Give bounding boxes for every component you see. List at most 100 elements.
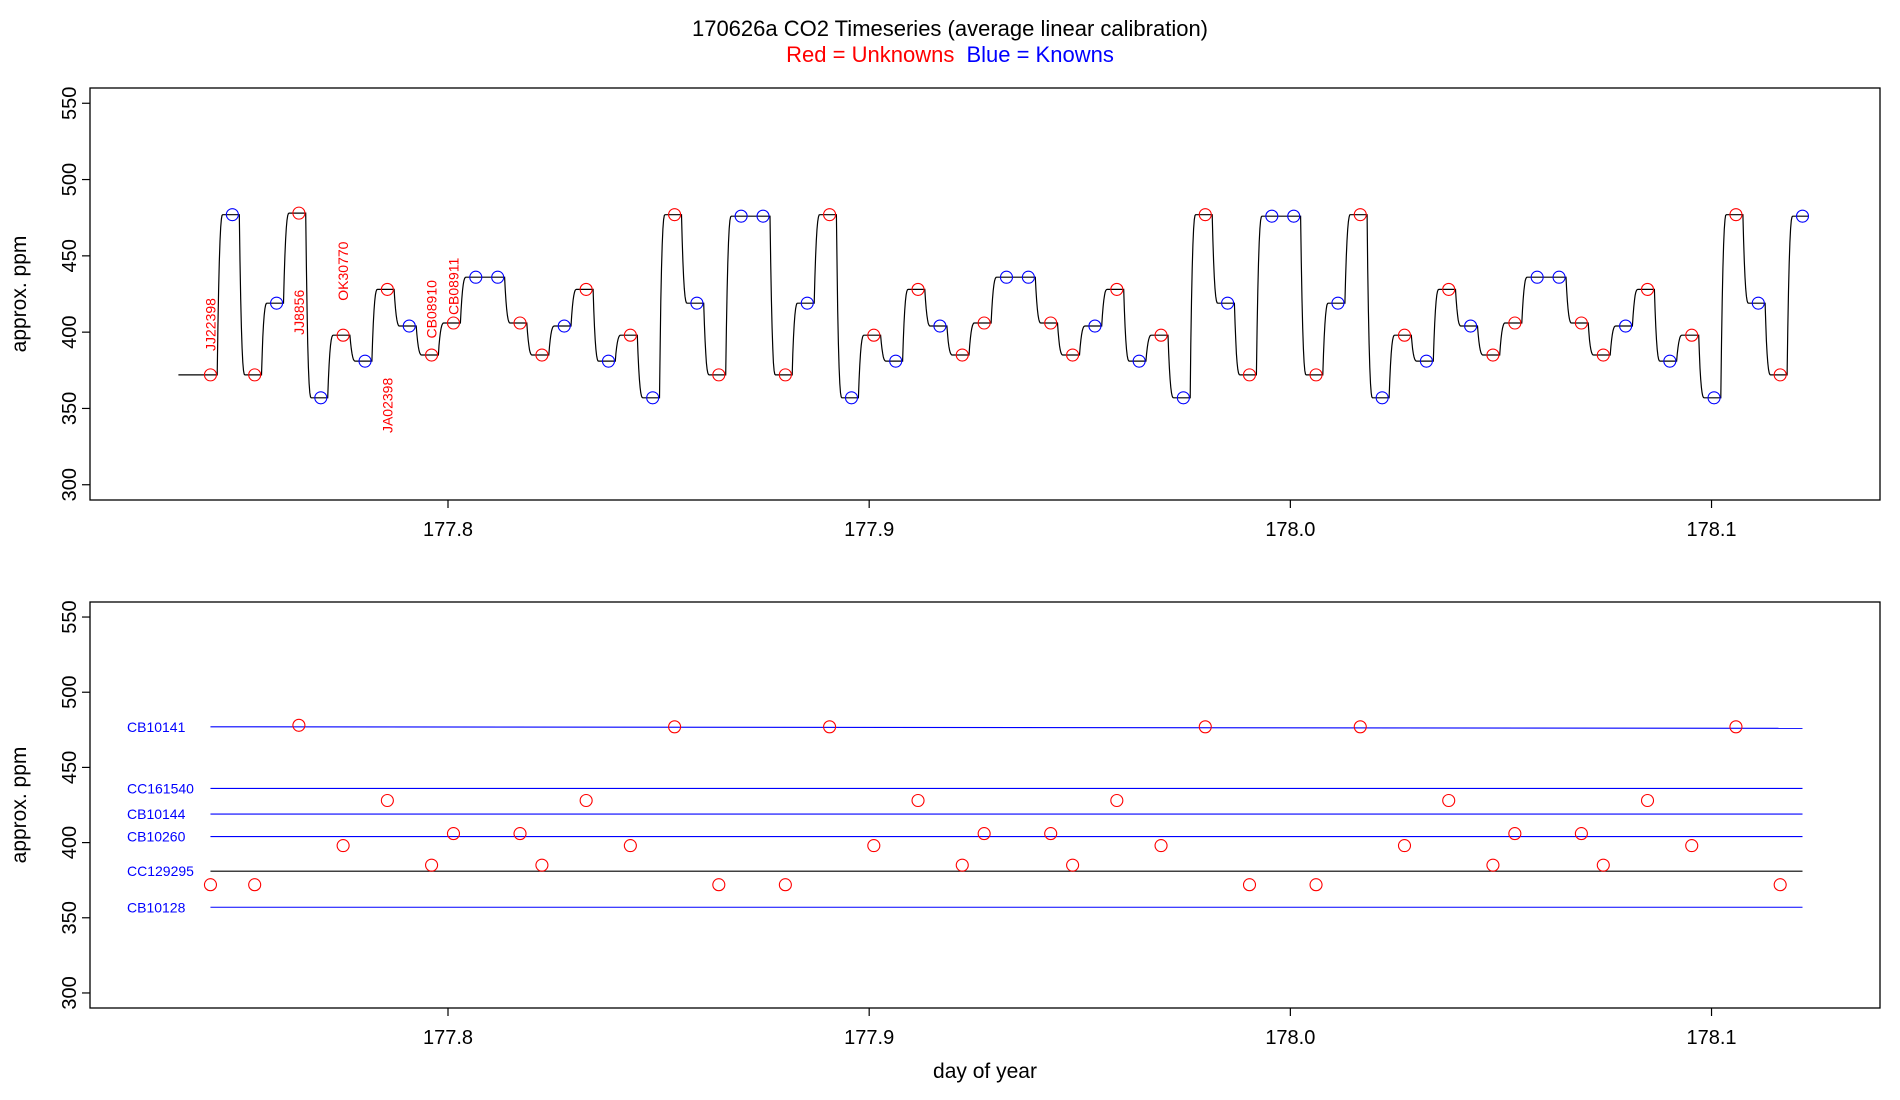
unknown-sample-point: [446, 827, 461, 841]
known-sample-point: [1419, 354, 1433, 368]
unknown-sample-point: [955, 858, 969, 872]
figure-title: 170626a CO2 Timeseries (average linear c…: [692, 16, 1208, 41]
x-tick-label: 177.9: [844, 1027, 894, 1049]
unknown-sample-point: [203, 368, 218, 382]
x-tick-label: 178.1: [1686, 519, 1736, 541]
reference-line-label: CB10128: [127, 899, 186, 915]
unknown-sample-point: [248, 368, 262, 382]
unknown-sample-point: [446, 316, 461, 330]
subtitle-unknowns: Red = Unknowns: [786, 42, 954, 67]
unknown-sample-point: [1508, 827, 1522, 841]
sample-id-annotation: OK30770: [335, 241, 351, 300]
unknown-sample-point: [203, 878, 218, 892]
unknown-sample-point: [1044, 827, 1058, 841]
unknown-sample-point: [1442, 793, 1456, 808]
reference-line-label: CC161540: [127, 780, 194, 796]
reference-line-label: CB10141: [127, 719, 186, 735]
unknown-sample-point: [668, 208, 682, 222]
unknown-sample-point: [535, 348, 549, 362]
known-sample-point: [1287, 209, 1301, 223]
known-sample-point: [1530, 270, 1544, 284]
timeseries-panel: 300 350 400 450 500 550 177.8 177.9 178.0 178.1 ap…: [8, 87, 1881, 541]
unknown-sample-point: [867, 839, 881, 853]
sample-id-annotation: JJ8856: [291, 290, 307, 335]
y-tick-label: 500: [59, 163, 81, 196]
known-sample-point: [1795, 209, 1810, 223]
plot-frame: [89, 87, 1881, 501]
unknown-sample-point: [1685, 328, 1699, 342]
reference-line-label: CB10144: [127, 806, 186, 822]
unknown-sample-point: [1353, 720, 1367, 734]
known-sample-point: [225, 208, 239, 222]
unknown-sample-point: [1486, 858, 1500, 872]
unknown-sample-point: [380, 793, 394, 808]
unknown-sample-point: [1044, 316, 1058, 330]
unknown-sample-point: [911, 282, 925, 296]
unknown-sample-point: [1574, 827, 1588, 841]
known-sample-point: [889, 354, 903, 368]
known-sample-point: [402, 319, 416, 333]
reference-line-label: CC129295: [127, 863, 194, 879]
unknown-sample-point: [1729, 720, 1743, 734]
known-sample-point: [690, 296, 704, 310]
unknown-sample-point: [1640, 282, 1655, 296]
unknown-sample-point: [977, 827, 991, 841]
unknown-sample-point: [248, 878, 262, 892]
known-sample-point: [1707, 391, 1721, 405]
unknown-sample-point: [712, 878, 726, 892]
known-sample-point: [358, 354, 372, 368]
figure-subtitle: Red = Unknowns Blue = Knowns: [786, 42, 1114, 67]
sample-id-annotation: CB08911: [445, 257, 461, 315]
known-sample-point: [1176, 391, 1190, 405]
unknown-sample-point: [579, 793, 593, 808]
y-tick-label: 550: [59, 600, 81, 633]
x-tick-label: 177.9: [844, 519, 894, 541]
known-sample-point: [646, 391, 660, 405]
y-tick-label: 400: [59, 315, 81, 348]
known-sample-point: [1021, 270, 1035, 284]
known-sample-point: [756, 209, 770, 223]
unknown-sample-point: [380, 282, 394, 296]
unknown-sample-point: [336, 839, 350, 853]
known-sample-point: [1552, 270, 1566, 284]
unknown-sample-point: [1486, 348, 1500, 362]
unknown-sample-point: [425, 348, 439, 362]
unknown-sample-point: [1154, 328, 1168, 342]
known-sample-point: [1088, 319, 1102, 333]
unknown-sample-point: [1198, 720, 1212, 734]
subtitle-knowns: Blue = Knowns: [966, 42, 1113, 67]
unknown-sample-point: [1242, 368, 1257, 382]
x-tick-label: 178.1: [1686, 1027, 1736, 1049]
known-sample-point: [491, 270, 505, 284]
unknown-sample-point: [1773, 878, 1787, 892]
unknown-sample-point: [1685, 839, 1699, 853]
y-axis-label: approx. ppm: [8, 236, 31, 353]
unknown-sample-point: [292, 718, 306, 732]
known-sample-point: [800, 296, 814, 310]
unknown-sample-point: [1066, 858, 1080, 872]
unknown-sample-point: [1110, 793, 1124, 808]
unknown-sample-point: [513, 316, 527, 330]
unknown-sample-point: [1154, 839, 1168, 853]
known-sample-point: [1464, 319, 1478, 333]
y-tick-label: 400: [59, 826, 81, 859]
unknown-sample-point: [425, 858, 439, 872]
known-sample-point: [557, 319, 571, 333]
known-sample-point: [1375, 391, 1389, 405]
unknown-sample-point: [623, 839, 637, 853]
unknown-sample-point: [1574, 316, 1588, 330]
unknown-sample-point: [1596, 348, 1610, 362]
unknown-sample-point: [867, 328, 881, 342]
unknown-sample-point: [1773, 368, 1787, 382]
unknown-sample-point: [1242, 878, 1257, 892]
unknown-sample-point: [977, 316, 991, 330]
x-axis-label: day of year: [933, 1060, 1037, 1083]
calibration-panel: 300 350 400 450 500 550 177.8 177.9 178.0 178.1 ap…: [8, 600, 1881, 1083]
x-tick-label: 177.8: [423, 519, 473, 541]
x-tick-label: 178.0: [1265, 1027, 1315, 1049]
x-tick-label: 177.8: [423, 1027, 473, 1049]
known-sample-point: [933, 319, 947, 333]
unknown-sample-point: [1353, 208, 1367, 222]
unknown-sample-point: [823, 208, 837, 222]
unknown-sample-point: [778, 368, 792, 382]
